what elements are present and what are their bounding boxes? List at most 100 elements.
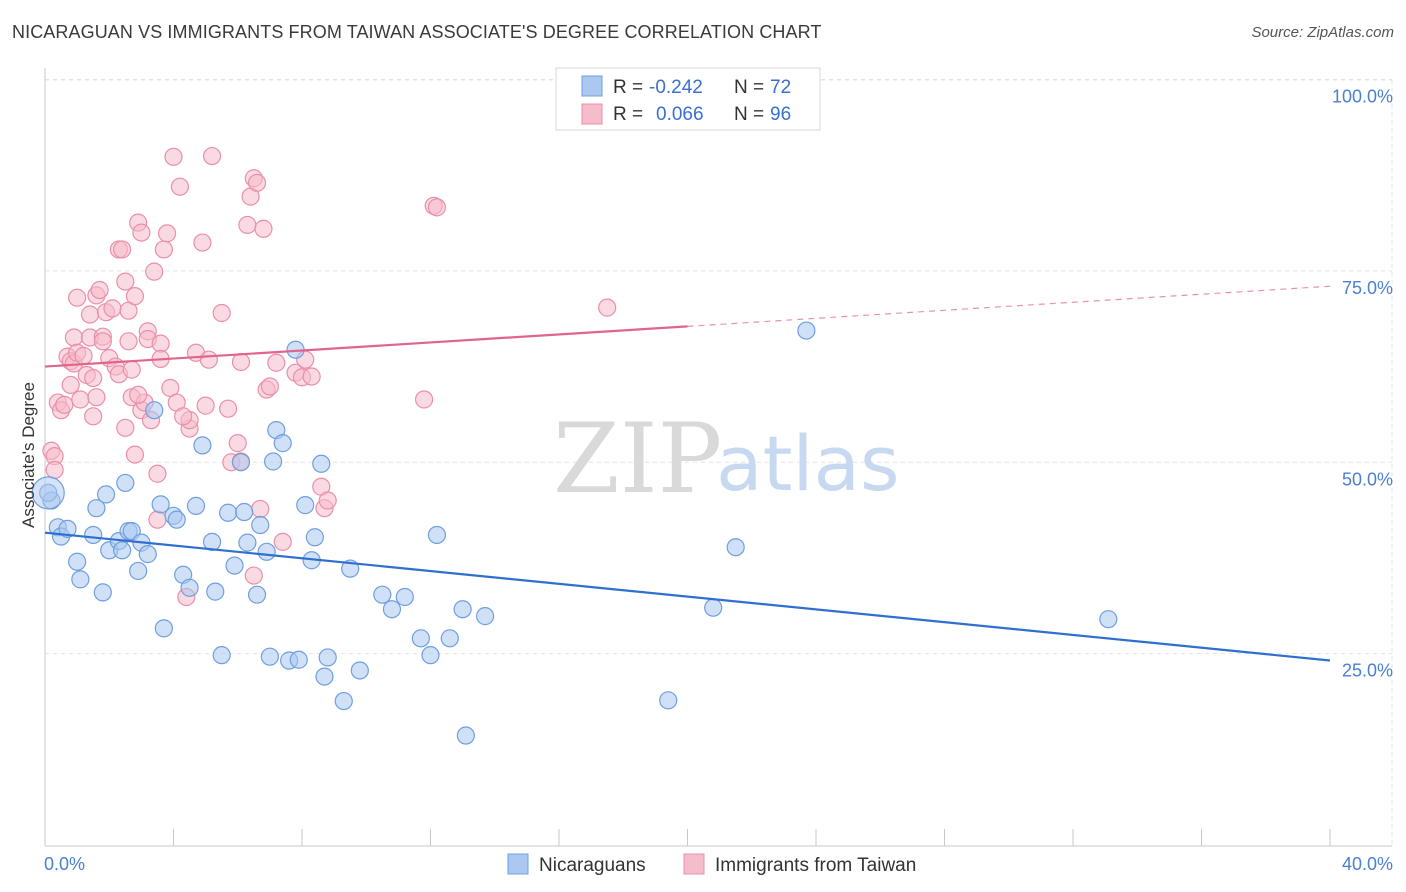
data-point bbox=[598, 298, 617, 317]
data-point bbox=[267, 353, 286, 372]
data-point bbox=[64, 328, 84, 347]
data-point bbox=[148, 510, 167, 529]
bottom-legend-nicaraguans: Nicaraguans bbox=[539, 855, 646, 876]
legend: R = -0.242 N = 72 R = 0.066 N = 96 bbox=[555, 67, 821, 131]
data-point bbox=[305, 528, 324, 547]
data-point bbox=[148, 464, 167, 483]
series-immigrants-from-taiwan bbox=[42, 146, 617, 607]
x-tick-label: 40.0% bbox=[1342, 854, 1393, 874]
data-point bbox=[164, 147, 183, 166]
data-point-large bbox=[31, 476, 65, 510]
data-point bbox=[238, 215, 257, 235]
data-point bbox=[112, 541, 132, 560]
data-point bbox=[219, 399, 238, 418]
data-point bbox=[212, 646, 231, 665]
data-point bbox=[247, 585, 267, 604]
data-point bbox=[71, 570, 90, 589]
data-point bbox=[318, 648, 337, 667]
data-point bbox=[238, 533, 257, 552]
data-point bbox=[225, 556, 244, 575]
data-point bbox=[312, 454, 331, 473]
data-point bbox=[174, 407, 193, 426]
data-point bbox=[93, 332, 112, 351]
data-point bbox=[74, 346, 93, 365]
data-point bbox=[235, 502, 254, 522]
legend-n-value-pink: 96 bbox=[770, 104, 791, 125]
data-point bbox=[334, 691, 353, 711]
y-tick-label: 25.0% bbox=[1342, 661, 1393, 681]
data-point bbox=[145, 262, 164, 281]
data-point bbox=[427, 525, 447, 545]
legend-n-label-blue: N = bbox=[734, 77, 764, 98]
data-point bbox=[659, 691, 678, 710]
data-point bbox=[206, 582, 225, 601]
data-point bbox=[251, 499, 270, 519]
data-point bbox=[296, 496, 315, 515]
data-point bbox=[116, 473, 135, 493]
data-point bbox=[96, 485, 116, 504]
data-point bbox=[58, 519, 77, 538]
y-tick-label: 75.0% bbox=[1342, 278, 1393, 298]
data-point bbox=[132, 223, 151, 242]
legend-r-label-blue: R = bbox=[613, 77, 643, 98]
data-point bbox=[80, 305, 100, 324]
data-point bbox=[260, 647, 279, 666]
data-point bbox=[87, 388, 106, 407]
data-point bbox=[157, 224, 177, 243]
data-point bbox=[71, 390, 90, 409]
bottom-legend-swatch-taiwan bbox=[683, 853, 705, 875]
data-point bbox=[273, 532, 292, 551]
legend-r-value-pink: 0.066 bbox=[656, 104, 704, 125]
legend-n-label-pink: N = bbox=[734, 104, 764, 125]
data-point bbox=[453, 600, 472, 619]
data-point bbox=[318, 491, 337, 510]
data-point bbox=[112, 240, 132, 259]
data-point bbox=[103, 299, 122, 318]
bottom-legend-swatch-nicaraguans bbox=[507, 853, 529, 875]
legend-n-value-blue: 72 bbox=[770, 77, 791, 98]
data-point bbox=[260, 377, 279, 396]
data-point bbox=[228, 434, 247, 453]
trend-line-nicaraguans bbox=[44, 531, 1331, 662]
data-point bbox=[199, 350, 218, 369]
data-point bbox=[231, 352, 251, 372]
trend-lines bbox=[44, 285, 1331, 662]
data-point bbox=[421, 646, 440, 665]
data-point bbox=[129, 561, 148, 581]
data-point bbox=[154, 240, 173, 259]
data-point bbox=[247, 173, 267, 192]
data-point bbox=[440, 629, 459, 648]
data-point bbox=[1099, 610, 1118, 629]
data-point bbox=[704, 598, 723, 617]
data-point bbox=[151, 495, 170, 514]
data-point bbox=[129, 385, 148, 404]
data-point bbox=[84, 525, 103, 545]
data-point bbox=[254, 219, 273, 238]
data-point bbox=[68, 552, 87, 571]
data-point bbox=[193, 436, 212, 455]
data-point bbox=[193, 233, 212, 252]
data-point bbox=[797, 321, 816, 340]
data-point bbox=[244, 566, 263, 585]
data-point bbox=[138, 545, 157, 564]
y-tick-label: 50.0% bbox=[1342, 469, 1393, 489]
trend-line-taiwan-dashed bbox=[687, 285, 1331, 327]
data-point bbox=[302, 367, 321, 386]
bottom-legend-taiwan: Immigrants from Taiwan bbox=[715, 855, 916, 876]
data-point bbox=[122, 360, 141, 379]
data-point bbox=[116, 272, 135, 291]
data-point bbox=[257, 542, 276, 561]
trend-line-taiwan-solid bbox=[44, 325, 688, 368]
watermark: ZIP atlas bbox=[553, 403, 900, 515]
data-point bbox=[427, 198, 447, 217]
y-axis-label: Associate's Degree bbox=[19, 382, 38, 528]
data-point bbox=[145, 401, 164, 420]
data-point bbox=[93, 583, 112, 602]
data-point bbox=[119, 332, 138, 351]
data-point bbox=[289, 650, 308, 669]
chart-source: Source: ZipAtlas.com bbox=[1251, 24, 1394, 41]
data-point bbox=[154, 619, 173, 638]
series-nicaraguans bbox=[31, 321, 1118, 745]
data-point bbox=[45, 460, 64, 480]
